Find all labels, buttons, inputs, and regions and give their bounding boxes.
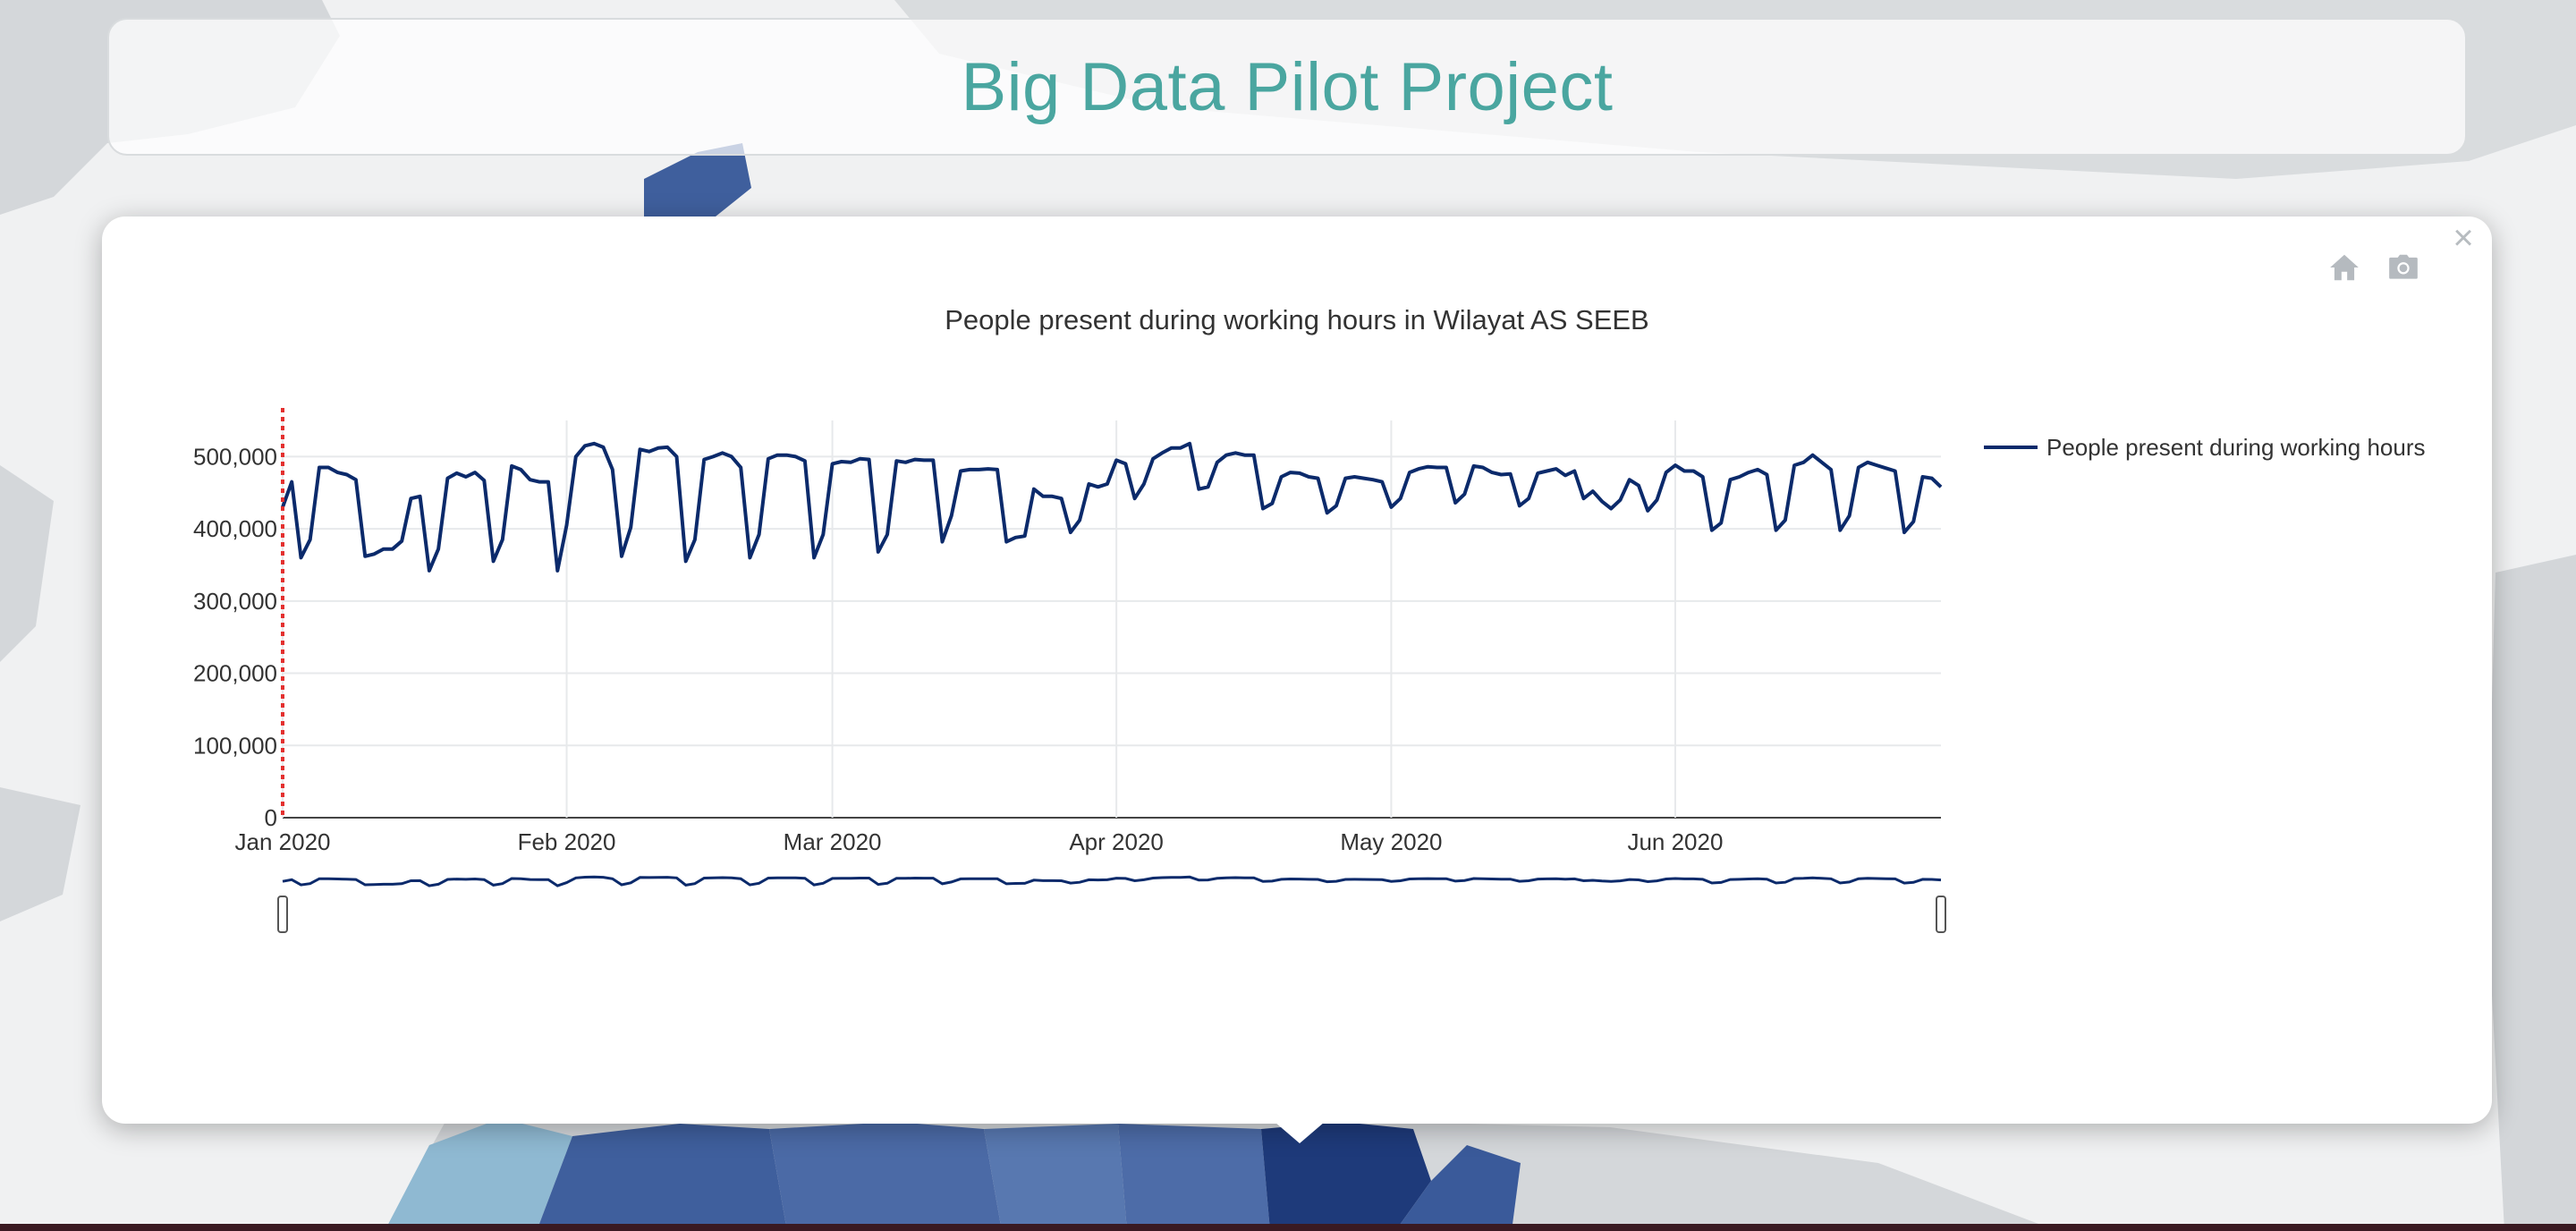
x-tick-label: Feb 2020 [518, 828, 616, 855]
y-tick-label: 0 [265, 804, 277, 831]
chart-grid [282, 420, 1941, 819]
header-panel: Big Data Pilot Project [107, 18, 2467, 156]
x-tick-label: Jan 2020 [235, 828, 331, 855]
region-dark [1261, 1122, 1431, 1231]
chart-series [281, 441, 1943, 573]
land-region-left [0, 465, 54, 662]
range-slider-line [282, 875, 1942, 887]
region-mid-3 [984, 1124, 1127, 1231]
x-tick-label: May 2020 [1340, 828, 1442, 855]
x-tick-label: Apr 2020 [1069, 828, 1164, 855]
chart-legend: People present during working hours [1984, 434, 2425, 461]
region-mid-4 [1118, 1124, 1270, 1231]
land-region-left-lower [0, 787, 80, 921]
y-tick-label: 100,000 [193, 732, 277, 759]
range-slider [277, 875, 1946, 933]
series-line[interactable] [281, 441, 1943, 573]
chart-popup: × People present during working hours in… [102, 216, 2492, 1124]
range-slider-handle-right[interactable] [1936, 896, 1946, 933]
region-mid-2 [769, 1122, 1002, 1231]
home-icon[interactable] [2327, 250, 2361, 284]
y-tick-label: 500,000 [193, 443, 277, 470]
close-button[interactable]: × [2453, 218, 2474, 258]
camera-icon[interactable] [2386, 250, 2420, 284]
region-island [644, 143, 751, 216]
popup-pointer [1275, 1122, 1325, 1143]
line-chart: People present during working hours in W… [193, 304, 2425, 933]
range-slider-handle-left[interactable] [277, 896, 288, 933]
legend-label[interactable]: People present during working hours [2046, 434, 2425, 461]
x-tick-label: Mar 2020 [784, 828, 882, 855]
region-light [385, 1118, 572, 1231]
y-tick-label: 400,000 [193, 515, 277, 542]
chart-title: People present during working hours in W… [945, 304, 1648, 335]
x-axis-ticks: Jan 2020 Feb 2020 Mar 2020 Apr 2020 May 2020… [235, 828, 1724, 855]
region-mid-1 [537, 1124, 787, 1231]
region-mid-5 [1395, 1145, 1521, 1231]
chart-modebar [2327, 250, 2420, 284]
land-region-right [2487, 555, 2576, 1231]
x-tick-label: Jun 2020 [1627, 828, 1723, 855]
y-tick-label: 300,000 [193, 588, 277, 615]
y-tick-label: 200,000 [193, 660, 277, 687]
y-axis-ticks: 0 100,000 200,000 300,000 400,000 500,000 [193, 443, 277, 831]
page-title: Big Data Pilot Project [961, 48, 1614, 125]
